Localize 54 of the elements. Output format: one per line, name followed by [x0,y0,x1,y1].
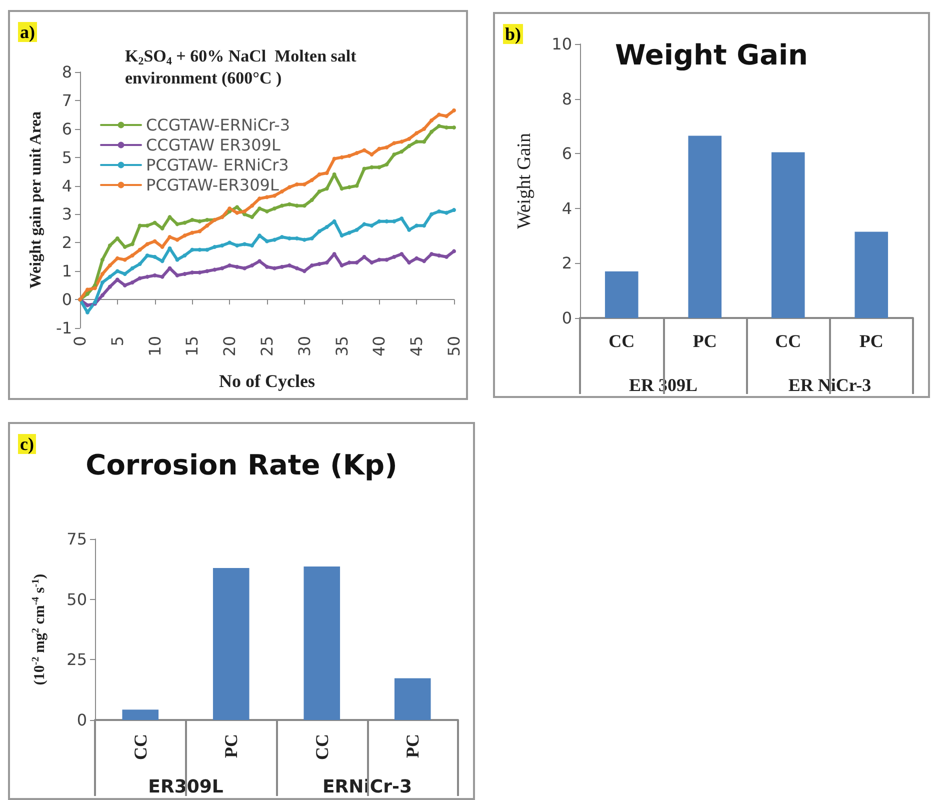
x-tick-label: CC [130,734,150,760]
x-tick-label: 45 [407,336,426,356]
y-tick-label: 7 [62,90,72,110]
text: ER309L [148,776,224,798]
legend-label: CCGTAW-ERNiCr-3 [146,116,290,134]
y-tick-label: 6 [62,119,72,138]
chart-title: Weight Gain [615,38,808,72]
legend-label: PCGTAW-ER309L [146,176,279,194]
y-tick-label: 3 [62,204,72,224]
x-tick-label: CC [775,331,802,351]
y-axis-title: Weight Gain [514,132,535,230]
x-axis-title: No of Cycles [219,371,315,391]
legend-label: CCGTAW ER309L [146,136,280,154]
x-tick-label: PC [859,331,884,351]
x-tick-label: CC [608,331,635,351]
y-tick-label: 75 [66,530,87,548]
x-tick-label: 40 [370,336,389,356]
text: a) [20,22,35,42]
text: c) [20,434,34,454]
y-tick-label: 8 [562,89,572,108]
x-tick-label: CC [312,734,332,760]
y-tick-label: 6 [562,144,572,164]
y-tick-label: 2 [562,254,572,273]
x-tick-label: 10 [145,336,164,356]
x-tick-label: PC [221,734,242,758]
y-tick-label: -1 [56,318,72,338]
y-tick-label: 8 [62,62,72,82]
y-tick-label: 1 [62,262,72,281]
y-tick-label: 4 [62,176,72,196]
y-tick-label: 0 [76,710,87,730]
x-tick-label: 5 [108,336,127,346]
y-tick-label: 5 [62,148,72,167]
x-tick-label: PC [402,734,423,758]
y-tick-label: 50 [66,590,87,609]
y-tick-label: 2 [62,233,72,252]
y-tick-label: 10 [552,34,572,54]
y-tick-label: 25 [66,650,87,670]
y-tick-label: 0 [562,308,572,328]
x-tick-label: 30 [294,336,314,356]
y-axis-title: Weight gain per unit Area [28,111,44,289]
y-tick-label: 4 [562,198,572,218]
x-tick-label: 15 [182,336,202,356]
text: (10-2 mg2 cm-4 s-1) [30,574,48,686]
y-tick-label: 0 [62,290,72,310]
legend-label: PCGTAW- ERNiCr3 [146,156,289,174]
x-tick-label: 20 [220,336,240,356]
x-tick-label: 25 [258,336,276,356]
chart-title: Corrosion Rate (Kp) [86,448,398,482]
x-tick-label: PC [692,331,717,351]
text: ERNiCr-3 [322,776,412,798]
x-tick-label: 35 [332,336,352,356]
text: ER NiCr-3 [788,375,872,395]
text: b) [505,24,522,44]
x-tick-label: 50 [444,336,464,356]
